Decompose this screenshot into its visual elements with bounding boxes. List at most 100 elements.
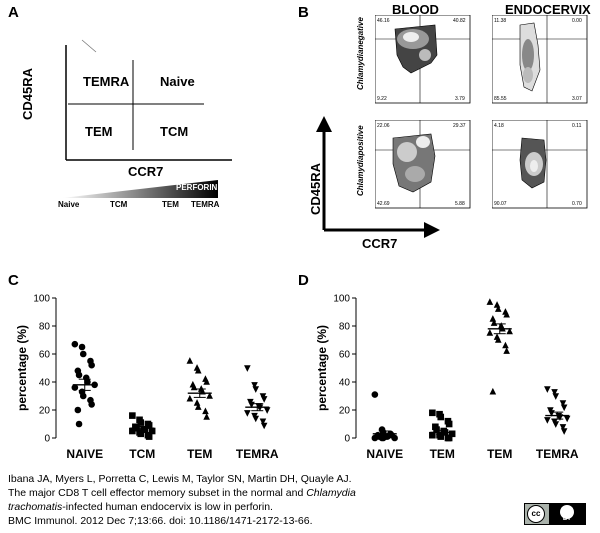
cc-icon: cc [527,505,545,523]
data-point [203,413,210,420]
q-tr: 0.00 [572,18,582,24]
gradient-tick-naive: Naive [58,200,80,209]
perforin-gradient [62,180,218,198]
q-tr: 0.11 [572,123,582,129]
data-point [489,315,497,322]
data-point [260,422,268,430]
data-point [145,433,153,440]
y-axis-label: percentage (%) [315,325,329,411]
category-label: TCM [129,447,155,461]
q-br: 3.79 [455,96,465,102]
panel-a-x-label: CCR7 [128,164,164,179]
data-point [252,415,260,423]
y-tick-label: 40 [39,378,51,389]
category-label: TEMRA [236,447,279,461]
row-label-negative: Chlamydianegative [356,17,365,90]
category-label: TEM [187,447,212,461]
data-point [88,401,95,408]
data-point [391,434,398,442]
data-point [486,298,494,305]
y-tick-label: 100 [333,294,350,305]
data-point [263,407,271,414]
col-title-endocervix: ENDOCERVIX [505,2,591,17]
data-point [75,371,83,379]
panel-b-label: B [298,4,309,21]
q-tl: 11.38 [494,18,506,24]
flow-plot-blood-pos: 22.06 29.37 42.69 5.88 [374,119,471,215]
data-point [194,403,202,410]
quadrant-temra: TEMRA [83,74,130,89]
data-point [193,399,201,406]
data-point [433,426,440,433]
data-point [371,434,379,442]
data-point [437,413,445,421]
data-point [203,378,210,385]
data-point [260,396,268,403]
data-point [148,427,156,435]
q-tl: 22.06 [377,123,390,129]
data-point [437,433,445,440]
panel-a-diagram [62,39,232,198]
data-point [563,415,571,423]
by-icon: BY [549,504,585,524]
data-point [252,386,260,393]
y-tick-label: 0 [344,434,350,445]
data-point [74,406,82,414]
panel-b-y-label: CD45RA [308,162,323,215]
data-point [129,412,136,419]
arrow-up-icon [316,116,332,132]
data-point [202,407,209,415]
quadrant-naive: Naive [160,74,195,89]
gradient-tick-temra: TEMRA [191,200,220,209]
flow-plot-endo-neg: 11.38 0.00 85.55 3.07 [491,14,588,110]
data-point [79,350,87,358]
citation-authors: Ibana JA, Myers L, Porretta C, Lewis M, … [8,473,352,485]
data-point [137,419,145,426]
data-point [429,431,436,439]
citation-journal: BMC Immunol. 2012 Dec 7;13:66. doi: 10.1… [8,515,313,527]
q-tr: 40.82 [453,18,466,24]
data-point [129,427,136,435]
q-bl: 85.55 [494,96,507,102]
person-icon [560,505,574,519]
flow-plot-endo-neg-svg: 11.38 0.00 85.55 3.07 [491,14,588,104]
y-tick-label: 80 [339,322,351,333]
data-point [244,365,251,372]
data-point [493,301,501,308]
data-point [552,393,560,400]
data-point [560,404,568,412]
y-tick-label: 100 [33,294,50,305]
col-title-blood: BLOOD [392,2,439,17]
data-point [137,430,145,438]
data-point [371,391,379,398]
data-point [244,410,251,417]
flow-plot-blood-pos-svg: 22.06 29.37 42.69 5.88 [374,119,471,209]
y-tick-label: 60 [339,350,351,361]
flow-plot-blood-neg-svg: 46.16 40.82 9.22 3.79 [374,14,471,104]
data-point [503,347,510,354]
data-point [79,392,87,400]
panel-a-corner-line [81,39,97,53]
data-point [560,428,568,435]
y-tick-label: 80 [39,322,51,333]
gradient-tick-tem: TEM [162,200,179,209]
y-tick-label: 20 [339,406,351,417]
citation-title-line2: trachomatis-infected human endocervix is… [8,501,273,513]
data-point [259,418,267,426]
data-point [379,434,387,442]
data-point [486,329,494,336]
category-label: TEM [430,447,455,461]
data-point [489,387,497,395]
data-point [75,420,83,428]
data-point [544,386,551,393]
perforin-label: PERFORIN [176,183,218,192]
data-point [494,336,502,343]
chart-d: 0 20 40 60 80 100 percentage (%) NAIVE TEM TEM TEM… [315,294,579,462]
flow-plot-endo-pos: 4.18 0.11 90.07 0.70 [491,119,588,215]
category-label: TEM [487,447,512,461]
data-point [71,384,79,391]
category-label: NAIVE [66,447,103,461]
data-point [206,392,213,399]
data-point [559,400,567,407]
cc-license-badge[interactable]: cc BY [524,503,586,525]
